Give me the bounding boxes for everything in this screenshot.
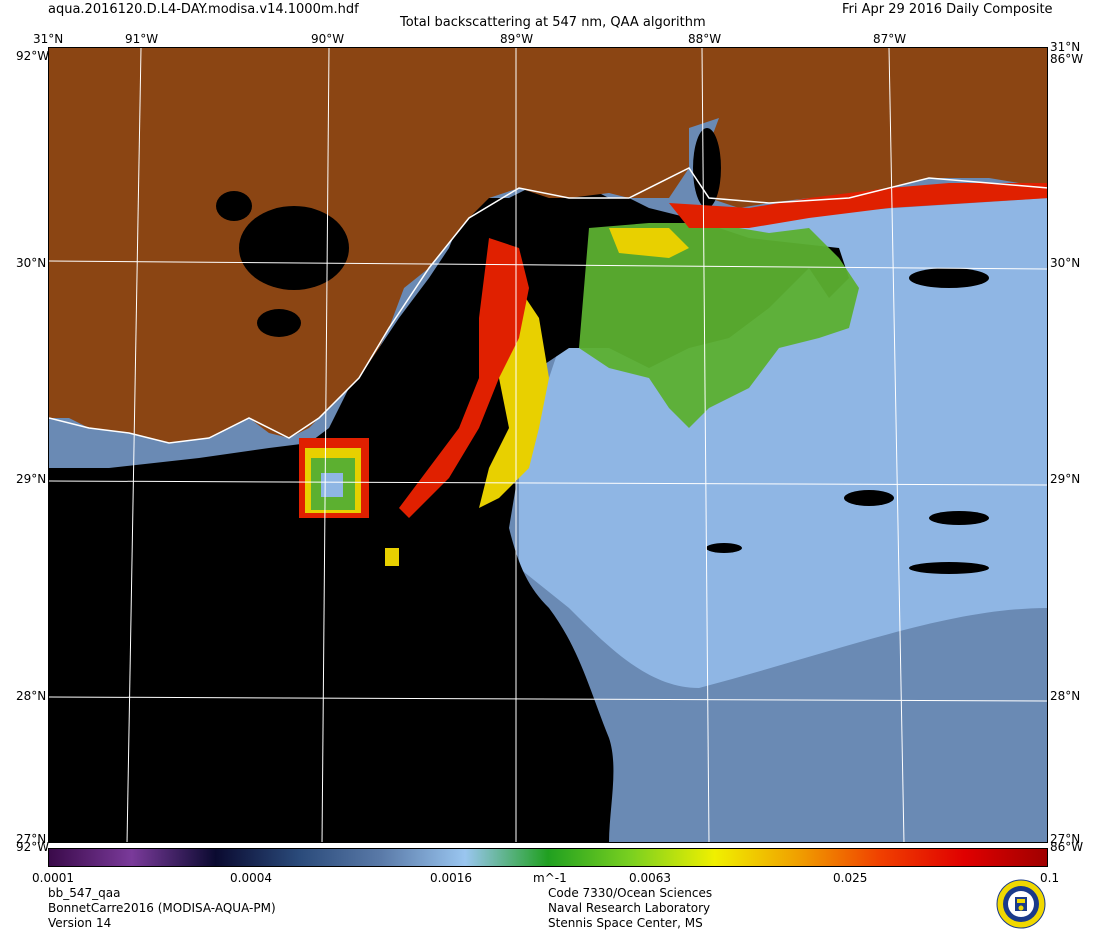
colorbar-tick-0: 0.0001 (32, 871, 74, 885)
lon-label-top-88w: 88°W (688, 32, 722, 46)
colorbar-tick-5: 0.1 (1040, 871, 1060, 885)
lat-label-right-29n: 29°N (1050, 472, 1081, 486)
colorbar-tick-1: 0.0004 (230, 871, 272, 885)
org-line-2: Naval Research Laboratory (548, 901, 711, 915)
land-area (49, 48, 1047, 443)
colorbar-tick-2: 0.0016 (430, 871, 472, 885)
colorbar-unit: m^-1 (533, 871, 567, 885)
product-name: bb_547_qaa (48, 886, 121, 900)
lon-label-top-90w: 90°W (311, 32, 345, 46)
lat-label-right-28n: 28°N (1050, 689, 1081, 703)
lake-pontchartrain (239, 206, 349, 290)
green-plume (579, 223, 859, 428)
corner-lat-label-bottom-right: 27°N (1050, 832, 1081, 846)
map-title: Total backscattering at 547 nm, QAA algo… (400, 15, 706, 30)
org-line-1: Code 7330/Ocean Sciences (548, 886, 713, 900)
version-label: Version 14 (48, 916, 112, 930)
dataset-name: BonnetCarre2016 (MODISA-AQUA-PM) (48, 901, 276, 915)
lon-label-top-89w: 89°W (500, 32, 534, 46)
lon-label-top-91w: 91°W (125, 32, 159, 46)
corner-lon-label-bottom-right: 86°W (1050, 840, 1084, 854)
data-gap-1 (844, 490, 894, 506)
lat-label-left-30n: 30°N (16, 256, 47, 270)
red-plume-bight (669, 183, 1047, 228)
nrl-seal-icon (996, 879, 1046, 929)
corner-lat-label-top-left: 31°N (33, 32, 64, 46)
lake-salvador (257, 309, 301, 337)
lat-label-left-29n: 29°N (16, 472, 47, 486)
data-gap-5 (909, 268, 989, 288)
map-image (48, 47, 1048, 843)
small-yellow-patch (385, 548, 399, 566)
data-gap-4 (706, 543, 742, 553)
atchafalaya-plume-core (321, 473, 343, 497)
colorbar-tick-3: 0.0063 (629, 871, 671, 885)
lon-label-top-87w: 87°W (873, 32, 907, 46)
corner-lon-label-top-left: 92°W (16, 49, 50, 63)
colorbar (48, 848, 1048, 867)
corner-lon-label-bottom-left: 92°W (16, 840, 50, 854)
colorbar-tick-4: 0.025 (833, 871, 868, 885)
corner-lat-label-top-right: 31°N (1050, 40, 1081, 54)
corner-lon-label-top-right: 86°W (1050, 52, 1084, 66)
composite-date: Fri Apr 29 2016 Daily Composite (842, 2, 1053, 17)
lat-label-left-28n: 28°N (16, 689, 47, 703)
graticule (49, 48, 1047, 842)
data-gap-2 (929, 511, 989, 525)
red-plume (399, 238, 529, 518)
file-name: aqua.2016120.D.L4-DAY.modisa.v14.1000m.h… (48, 2, 359, 17)
lat-label-right-30n: 30°N (1050, 256, 1081, 270)
data-gap-3 (909, 562, 989, 574)
org-line-3: Stennis Space Center, MS (548, 916, 703, 930)
mobile-bay (693, 128, 721, 208)
corner-lat-label-bottom-left: 27°N (16, 832, 47, 846)
lake-maurepas (216, 191, 252, 221)
yellow-plume-bight (609, 228, 689, 258)
coastline (49, 167, 1047, 444)
